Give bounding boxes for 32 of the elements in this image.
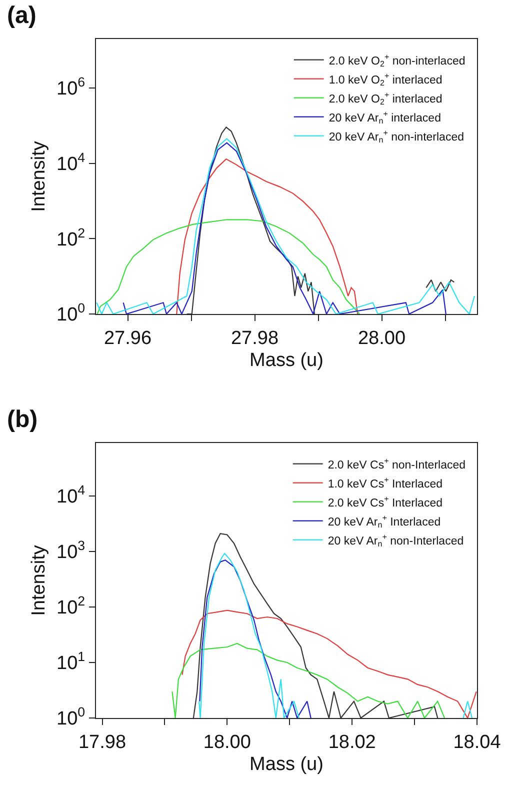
legend-label: 2.0 keV Cs$^{+}$ Interlaced (328, 494, 442, 510)
legend-label: 2.0 keV Cs$^{+}$ non-Interlaced (328, 456, 466, 472)
x-tick-label: 27.96 (104, 328, 152, 349)
y-axis-title: Intensity (28, 544, 50, 616)
y-tick-label: 10$^{0}$ (56, 300, 86, 326)
y-tick-label: 10$^{1}$ (56, 649, 86, 674)
chart-title: (b) (7, 406, 38, 433)
y-tick-label: 10$^{2}$ (56, 594, 86, 619)
y-tick-label: 10$^{3}$ (56, 538, 86, 564)
y-tick-label: 10$^{6}$ (56, 74, 86, 100)
x-tick-label: 28.00 (358, 328, 406, 349)
legend-label: 20 keV Ar$_{n}$$^{+}$ non-interlaced (328, 128, 464, 145)
x-tick-label: 27.98 (230, 328, 279, 349)
y-tick-label: 10$^{0}$ (56, 704, 86, 730)
x-tick-label: 18.02 (328, 732, 376, 753)
chart-title: (a) (7, 2, 36, 29)
legend-label: 2.0 keV O$_{2}$$^{+}$ non-interlaced (328, 52, 466, 69)
y-tick-label: 10$^{4}$ (56, 482, 86, 508)
legend-label: 20 keV Ar$_{n}$$^{+}$ non-Interlaced (328, 532, 464, 549)
x-axis-title: Mass (u) (250, 754, 324, 775)
x-tick-label: 17.98 (78, 732, 126, 753)
x-tick-label: 18.00 (203, 732, 251, 753)
legend-label: 2.0 keV O$_{2}$$^{+}$ interlaced (328, 90, 442, 107)
legend-label: 20 keV Ar$_{n}$$^{+}$ Interlaced (328, 513, 441, 530)
y-axis-title: Intensity (28, 140, 50, 212)
legend-label: 20 keV Ar$_{n}$$^{+}$ interlaced (328, 109, 441, 126)
x-axis-title: Mass (u) (250, 350, 324, 371)
legend-label: 1.0 keV Cs$^{+}$ Interlaced (328, 475, 442, 490)
legend-label: 1.0 keV O$_{2}$$^{+}$ interlaced (328, 71, 442, 88)
y-tick-label: 10$^{2}$ (56, 225, 86, 250)
y-tick-label: 10$^{4}$ (56, 150, 86, 175)
x-tick-label: 18.04 (453, 732, 502, 753)
